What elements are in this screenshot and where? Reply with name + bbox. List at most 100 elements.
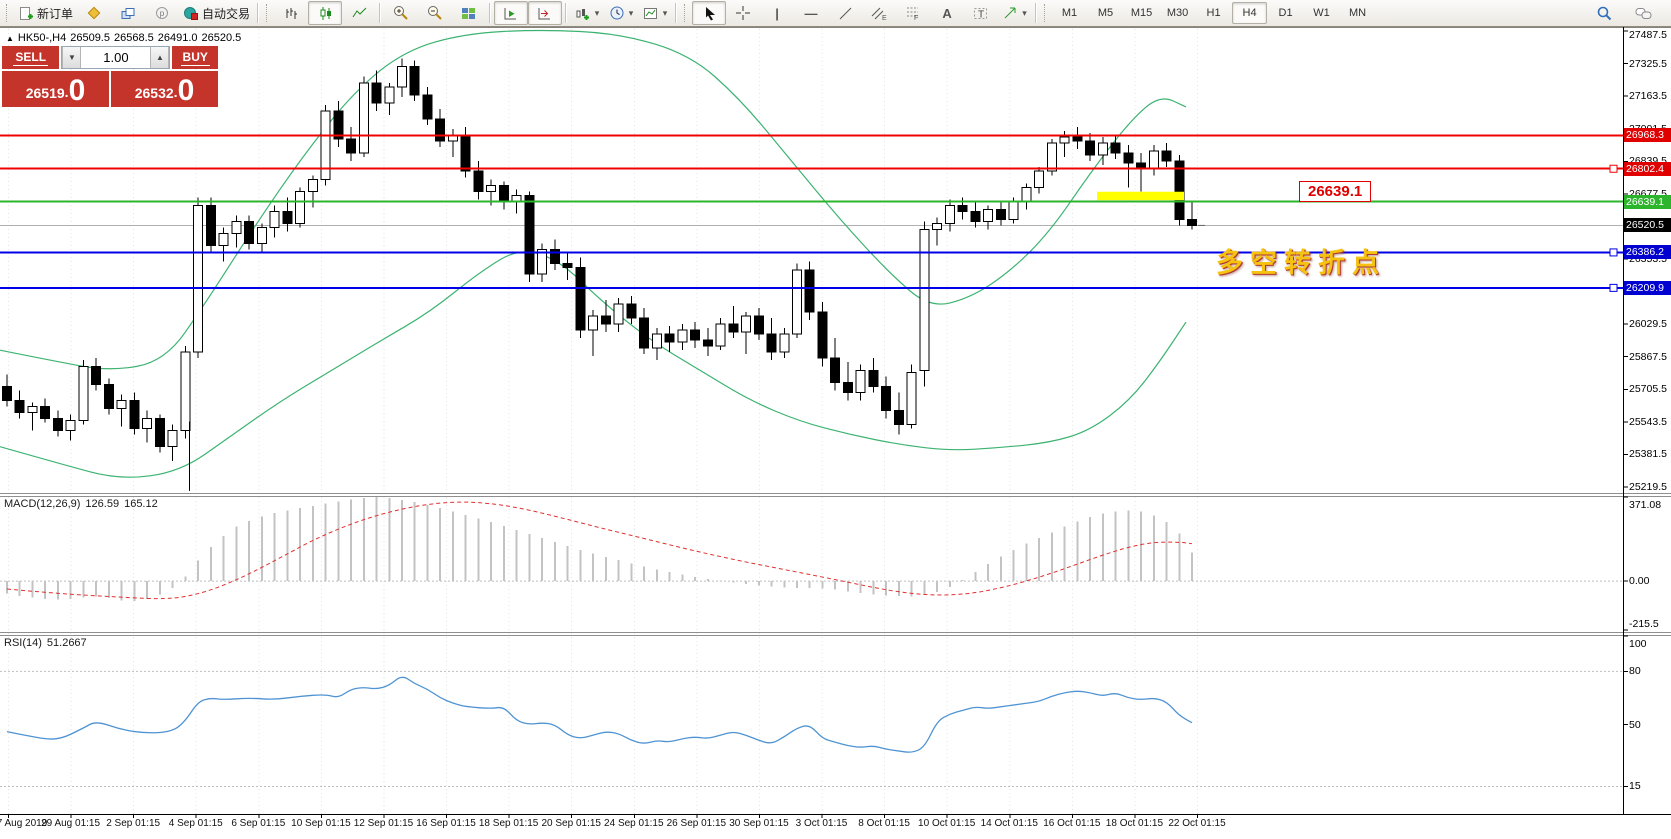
open-value: 26509.5 [70,32,110,44]
rsi-indicator-label: RSI(14) 51.2667 [4,637,87,649]
templates-button[interactable]: ▾ [638,1,672,25]
timeframe-button-D1[interactable]: D1 [1278,7,1293,19]
line-chart-icon [352,7,366,17]
timeframe-button-M30[interactable]: M30 [1166,7,1189,19]
timeframe-button-H1[interactable]: H1 [1206,7,1221,19]
svg-text:T: T [978,9,984,20]
toolbar-separator [379,3,382,23]
search-button[interactable] [1587,1,1621,25]
timeframe-button-M15[interactable]: M15 [1130,7,1153,19]
text-icon: A [942,5,952,21]
trendline-button[interactable] [828,1,862,25]
toolbar-grip[interactable] [266,4,270,22]
main-toolbar: 新订单 p 自动交易 [0,0,1671,27]
windows-icon [121,7,135,19]
zoom-out-icon [428,6,442,20]
zoom-in-button[interactable] [384,1,418,25]
candlestick-chart-button[interactable] [308,1,343,25]
market-watch-button[interactable] [77,1,111,25]
svg-text:p: p [160,9,165,18]
text-button[interactable]: A [930,1,964,25]
new-order-icon [20,6,33,20]
buy-button[interactable]: BUY [172,46,218,69]
arrow-shape-icon [1004,7,1016,18]
equidistant-channel-button[interactable]: E [862,1,896,25]
search-icon [1597,6,1611,20]
volume-increase-button[interactable]: ▲ [150,47,170,68]
auto-scroll-button[interactable] [494,1,529,25]
tile-windows-icon [462,7,476,19]
crosshair-icon [736,6,751,20]
cursor-icon [705,6,715,20]
arrows-button[interactable]: ▾ [998,1,1032,25]
signal-button[interactable]: p [145,1,179,25]
tile-windows-button[interactable] [452,1,486,25]
toolbar-grip[interactable] [1044,4,1048,22]
autotrading-label: 自动交易 [202,6,251,21]
dropdown-caret-icon: ▾ [1022,7,1027,18]
bar-chart-button[interactable] [274,1,308,25]
bar-chart-icon [286,7,297,19]
candlestick-chart-icon [320,6,331,20]
chart-shift-button[interactable] [528,1,563,25]
new-chart-button[interactable]: ▾ [570,1,604,25]
new-chart-icon [576,8,589,20]
svg-text:F: F [914,15,918,21]
autotrading-icon [184,7,199,20]
trendline-icon [839,7,851,19]
dropdown-caret-icon: ▾ [628,7,634,18]
fibonacci-icon: F [907,7,918,21]
auto-scroll-icon [504,7,517,19]
timeframe-button-H4[interactable]: H4 [1232,2,1268,24]
text-label-icon: T [974,7,988,20]
text-label-button[interactable]: T [964,1,998,25]
channel-icon: E [871,7,887,21]
volume-stepper: ▼ 1.00 ▲ [61,46,171,69]
toolbar-grip[interactable] [684,4,688,22]
dropdown-caret-icon: ▾ [662,7,668,18]
volume-decrease-button[interactable]: ▼ [62,47,82,68]
symbol-info-bar: ▲ HK50-,H4 26509.5 26568.5 26491.0 26520.5 [6,32,245,44]
zoom-in-icon [394,6,408,20]
cursor-button[interactable] [692,1,727,25]
periods-button[interactable]: ▾ [604,1,638,25]
toolbar-grip[interactable] [6,4,10,22]
close-value: 26520.5 [201,32,242,44]
symbol-name: HK50-,H4 [17,32,67,44]
new-order-label: 新订单 [37,6,74,21]
clock-icon [610,6,624,20]
volume-input[interactable]: 1.00 [103,50,129,65]
timeframe-button-MN[interactable]: MN [1348,7,1367,19]
line-chart-button[interactable] [342,1,376,25]
high-value: 26568.5 [113,32,154,44]
dropdown-caret-icon: ▾ [594,7,600,18]
chat-icon [1635,7,1652,19]
price-callout[interactable]: 26639.1 [1299,181,1372,202]
new-order-button[interactable]: 新订单 [14,1,77,25]
buy-price-display[interactable]: 26532. 0 [111,71,218,107]
toolbar-separator [257,3,260,23]
chat-button[interactable] [1627,1,1661,25]
horizontal-line-icon: — [804,5,818,21]
horizontal-line-button[interactable]: — [794,1,828,25]
one-click-trading-panel: SELL ▼ 1.00 ▲ BUY 26519. 0 26532. 0 [2,46,218,107]
timeframe-button-W1[interactable]: W1 [1313,7,1330,19]
timeframe-button-M5[interactable]: M5 [1097,7,1114,19]
sell-button[interactable]: SELL [2,46,60,69]
terminal-windows-button[interactable] [111,1,145,25]
panel-expander-icon[interactable]: ▲ [6,34,14,43]
zoom-out-button[interactable] [418,1,452,25]
timeframe-button-M1[interactable]: M1 [1061,7,1078,19]
vertical-line-button[interactable]: | [760,1,794,25]
annotation-text[interactable]: 多空转折点 [1216,248,1386,278]
toolbar-separator [489,3,492,23]
sell-price-display[interactable]: 26519. 0 [2,71,109,107]
fibonacci-button[interactable]: F [896,1,930,25]
template-icon [643,7,657,19]
autotrading-button[interactable]: 自动交易 [179,1,254,25]
crosshair-button[interactable] [726,1,760,25]
gold-diamond-icon [87,6,101,20]
macd-indicator-label: MACD(12,26,9) 126.59 165.12 [4,498,158,510]
